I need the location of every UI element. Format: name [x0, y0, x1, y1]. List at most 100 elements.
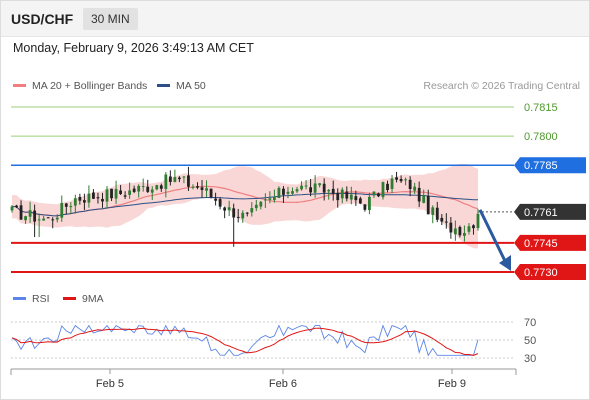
candle	[24, 215, 27, 224]
candle	[395, 171, 398, 183]
candle	[399, 175, 403, 183]
candle-body	[92, 192, 95, 199]
candle	[377, 192, 380, 198]
candle-body	[377, 193, 380, 197]
x-tick-label: Feb 6	[269, 378, 297, 390]
candle-body	[37, 219, 41, 221]
candle	[55, 214, 59, 223]
candle-body	[313, 183, 317, 193]
candle	[69, 202, 73, 214]
candle-body	[259, 201, 263, 207]
candle-body	[431, 207, 435, 215]
candle-body	[354, 196, 358, 201]
candle	[327, 188, 331, 200]
candle-body	[291, 191, 294, 194]
candle	[150, 186, 154, 201]
level-tag-0.7761	[514, 203, 586, 220]
candle-body	[444, 221, 448, 223]
candle	[331, 180, 335, 201]
candle	[51, 217, 55, 229]
candle-body	[191, 186, 195, 188]
candle	[463, 225, 466, 242]
rsi-line	[11, 324, 479, 357]
candle	[322, 178, 326, 201]
candle	[33, 204, 37, 238]
candle	[404, 177, 408, 186]
candle	[187, 166, 190, 191]
candle	[119, 184, 122, 196]
candles-layer	[10, 166, 480, 247]
candle	[354, 190, 358, 206]
candle-body	[463, 232, 466, 236]
candle-body	[42, 218, 46, 221]
moving-average-layer	[11, 185, 479, 217]
candle	[141, 178, 145, 192]
candle	[123, 191, 127, 199]
candle-body	[331, 188, 335, 194]
level-labels-layer: 0.7815 0.7800 0.7785 0.7761 0.7745 0.7730	[514, 102, 586, 280]
candle-body	[132, 188, 136, 192]
candle-body	[33, 210, 37, 222]
candle	[164, 172, 168, 198]
candle-body	[73, 198, 77, 206]
legend-rsi-ma-label: 9MA	[82, 293, 104, 305]
candle	[101, 192, 104, 208]
candle-body	[476, 213, 480, 229]
candle	[254, 199, 258, 212]
candle	[286, 186, 290, 199]
candle	[431, 205, 435, 224]
candle	[92, 189, 95, 200]
timeframe-badge[interactable]: 30 MIN	[83, 8, 138, 30]
candle-body	[123, 195, 127, 197]
candle-body	[422, 195, 426, 203]
candle-body	[268, 198, 272, 200]
candle	[132, 185, 136, 194]
candle	[236, 208, 240, 223]
legend-rsi: RSI	[13, 293, 50, 305]
candle-body	[245, 212, 249, 214]
candle-body	[440, 217, 444, 222]
candle	[381, 181, 385, 200]
forecast-arrow-layer	[478, 209, 511, 271]
legend-rsi-label: RSI	[32, 293, 50, 305]
candle	[146, 179, 150, 193]
candle-body	[295, 189, 299, 192]
candle	[205, 180, 208, 198]
candle	[372, 191, 376, 198]
candle	[291, 187, 294, 195]
research-credit: Research © 2026 Trading Central	[423, 80, 580, 92]
rsi-tick-30: 30	[524, 353, 536, 365]
candle	[422, 189, 426, 204]
level-label-0.7730: 0.7730	[524, 267, 558, 279]
candle-body	[177, 177, 181, 180]
candle	[87, 185, 91, 208]
candle-body	[51, 219, 55, 221]
candle	[345, 186, 349, 202]
candle-body	[254, 204, 258, 209]
candle-body	[250, 208, 254, 213]
candle-body	[87, 193, 91, 203]
rsi-tick-70: 70	[524, 317, 536, 329]
candle	[417, 181, 421, 208]
candle	[358, 196, 362, 205]
candle	[15, 204, 18, 209]
candle-body	[404, 179, 408, 181]
candle-body	[200, 187, 204, 191]
bollinger-band-fill	[12, 163, 478, 249]
candle-body	[168, 176, 172, 182]
candle	[214, 192, 217, 206]
candle	[467, 223, 471, 235]
candle	[200, 180, 204, 198]
bollinger-band-layer	[12, 163, 478, 249]
candle-body	[426, 195, 430, 215]
candle-body	[232, 208, 236, 218]
level-lines-layer	[11, 106, 514, 273]
candle	[273, 189, 276, 203]
candle-body	[146, 186, 150, 192]
rsi-tick-50: 50	[524, 335, 536, 347]
candle-body	[413, 186, 417, 191]
rsi-ma-line	[11, 327, 479, 356]
legend-rsi-ma: 9MA	[63, 293, 104, 305]
legend-ma20-label: MA 20 + Bollinger Bands	[32, 80, 148, 92]
